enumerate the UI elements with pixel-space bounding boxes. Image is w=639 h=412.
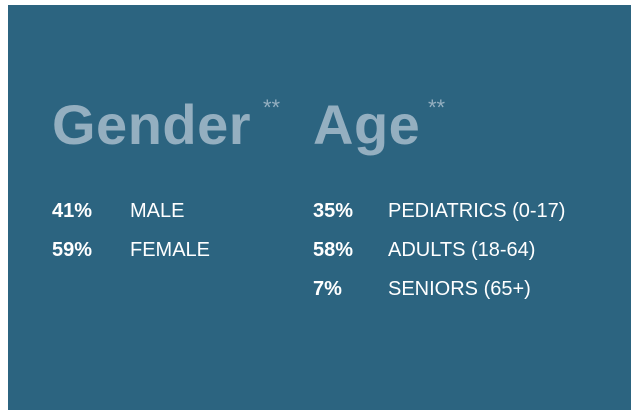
gender-footnote-mark: **	[263, 95, 281, 120]
age-label: ADULTS (18-64)	[388, 239, 536, 261]
gender-title: Gender	[52, 93, 252, 156]
gender-percent: 59%	[52, 239, 93, 261]
gender-label: FEMALE	[130, 239, 211, 261]
age-label: SENIORS (65+)	[388, 278, 531, 300]
gender-label: MALE	[130, 200, 185, 222]
age-percent: 58%	[313, 239, 354, 261]
age-title: Age	[313, 93, 421, 156]
age-label: PEDIATRICS (0-17)	[388, 200, 566, 222]
gender-percent: 41%	[52, 200, 93, 222]
age-footnote-mark: **	[428, 95, 446, 120]
age-percent: 7%	[313, 278, 342, 300]
age-percent: 35%	[313, 200, 354, 222]
stats-card: Gender ** Age ** 41% MALE 59% FEMALE 35% PEDI…	[8, 5, 631, 410]
